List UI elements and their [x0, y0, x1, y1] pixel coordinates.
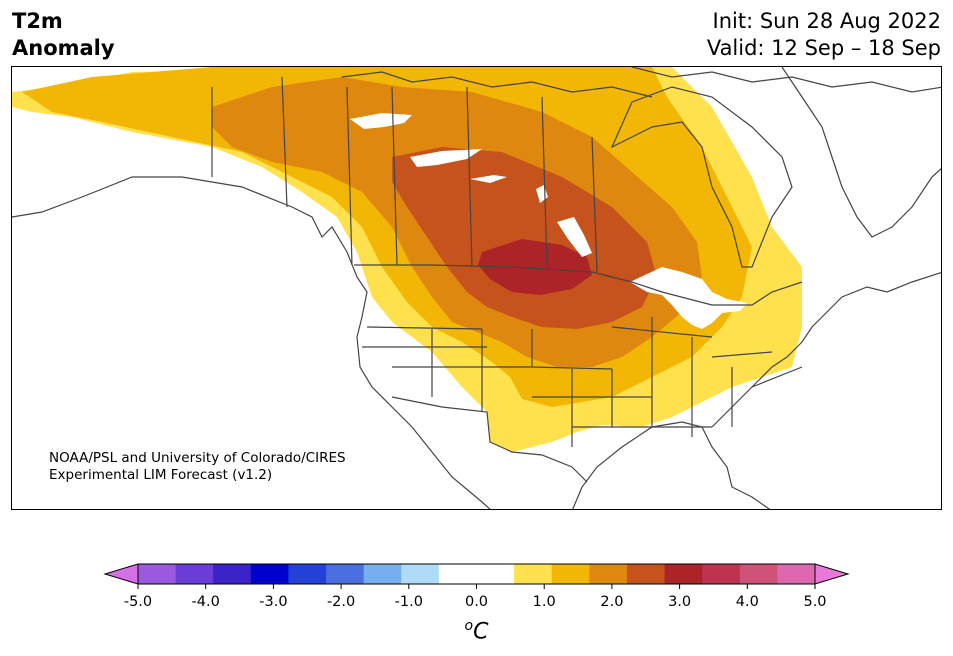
map-title: T2m Anomaly [12, 8, 115, 62]
colorbar-tick-label: 3.0 [668, 594, 691, 610]
colorbar-cell [326, 564, 365, 584]
init-date: Init: Sun 28 Aug 2022 [712, 9, 941, 33]
colorbar-tick-label: -5.0 [124, 594, 152, 610]
colorbar-cell [401, 564, 440, 584]
colorbar-cell [175, 564, 214, 584]
title-variable: T2m [12, 9, 63, 33]
colorbar-ticks: -5.0 -4.0 -3.0 -2.0 -1.0 0.0 1.0 2.0 3.0 4.0 5.0 [124, 584, 827, 610]
colorbar-cell [288, 564, 327, 584]
us-states [362, 317, 803, 447]
anomaly-map [11, 66, 942, 510]
arctic-islands [341, 67, 941, 98]
anomaly-2.5-contour [478, 239, 592, 295]
unit-base: C [473, 619, 489, 645]
colorbar-extend-low [103, 563, 139, 585]
colorbar-tick-label: 4.0 [736, 594, 759, 610]
anomaly-fills [12, 67, 802, 452]
colorbar-tick-label: 2.0 [600, 594, 623, 610]
colorbar-extend-high [814, 563, 850, 585]
colorbar-cell [514, 564, 553, 584]
colorbar-unit: oC [0, 618, 953, 644]
valid-dates: Valid: 12 Sep – 18 Sep [706, 36, 941, 60]
coastline-west [12, 176, 491, 509]
colorbar-cell [213, 564, 252, 584]
colorbar: -5.0 -4.0 -3.0 -2.0 -1.0 0.0 1.0 2.0 3.0 4.0 5.0 [103, 563, 850, 610]
colorbar-tick-label: 5.0 [803, 594, 826, 610]
map-svg [12, 67, 941, 509]
lake-great-slave [410, 149, 482, 167]
title-subtitle: Anomaly [12, 36, 115, 60]
colorbar-tick-label: 0.0 [465, 594, 488, 610]
colorbar-tick-label: -1.0 [395, 594, 423, 610]
colorbar-cells [138, 564, 816, 584]
lake-great-bear [350, 113, 412, 129]
colorbar-cell [739, 564, 778, 584]
us-mexico-border [391, 396, 588, 483]
colorbar-tick-label: -2.0 [327, 594, 355, 610]
coastline-east [711, 272, 941, 428]
hudson-bay-coast [610, 86, 793, 268]
colorbar-cell [363, 564, 402, 584]
colorbar-cell [476, 564, 515, 584]
lake-athabasca [470, 175, 507, 183]
greenland-coast [781, 67, 941, 238]
colorbar-cell [589, 564, 628, 584]
forecast-dates: Init: Sun 28 Aug 2022 Valid: 12 Sep – 18… [707, 8, 941, 62]
colorbar-cell [702, 564, 741, 584]
colorbar-cell [250, 564, 289, 584]
canada-provinces [211, 76, 598, 273]
great-lakes [630, 267, 747, 329]
lake-winnipeg [557, 217, 592, 257]
colorbar-tick-label: -4.0 [192, 594, 220, 610]
colorbar-cell [138, 564, 177, 584]
coastline-gulf [572, 421, 771, 509]
data-credit: NOAA/PSL and University of Colorado/CIRE… [49, 450, 346, 484]
colorbar-cell [626, 564, 666, 584]
credit-line-2: Experimental LIM Forecast (v1.2) [49, 467, 273, 483]
colorbar-tick-label: -3.0 [259, 594, 287, 610]
colorbar-cell [664, 564, 703, 584]
credit-line-1: NOAA/PSL and University of Colorado/CIRE… [49, 450, 346, 466]
colorbar-cell [777, 564, 816, 584]
map-outlines [12, 67, 941, 509]
colorbar-cell [551, 564, 590, 584]
unit-superscript: o [464, 618, 474, 634]
colorbar-tick-label: 1.0 [533, 594, 556, 610]
colorbar-cell [438, 564, 477, 584]
anomaly-2.0-contour [392, 147, 657, 329]
